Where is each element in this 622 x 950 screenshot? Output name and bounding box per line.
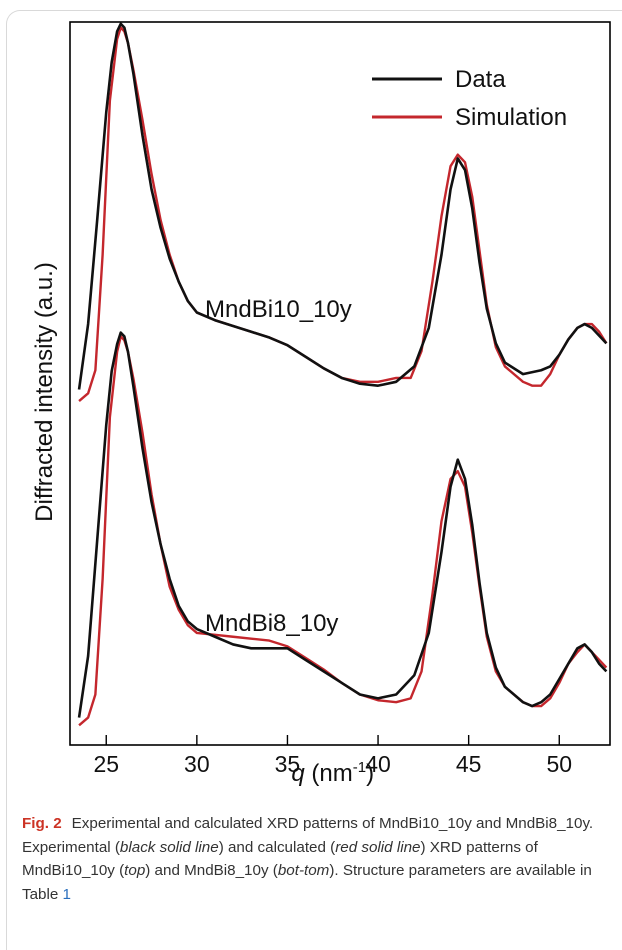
page-frame [6,10,622,950]
caption-text-5: ). Structure parameters are available in… [22,862,592,903]
x-tick-label-35: 35 [275,751,301,777]
caption-text-1: Experimental and calculated XRD patterns… [22,815,594,856]
panel-label-1: MndBi10_10y [205,296,352,323]
table-reference-link[interactable]: 1 [62,885,71,903]
legend-label-simulation: Simulation [455,104,567,131]
x-tick-label-30: 30 [184,751,210,777]
panel-label-2: MndBi8_10y [205,610,338,637]
caption-text-4: ) and MndBi8_10y ( [145,862,278,879]
x-tick-label-40: 40 [365,751,391,777]
figure-caption: Fig. 2 Experimental and calculated XRD pa… [22,812,616,906]
caption-emphasis-2: red solid line [335,838,421,856]
x-tick-label-50: 50 [546,751,572,777]
caption-emphasis-1: black solid line [119,838,219,856]
caption-emphasis-4: bot-tom [277,862,330,879]
x-tick-label-45: 45 [456,751,482,777]
caption-emphasis-3: top [124,862,146,879]
xrd-chart: 25 30 35 40 45 50 q (nm-1) Diffracted intensity… [31,21,611,787]
legend-label-data: Data [455,66,506,93]
caption-text-2: ) and calculated ( [218,838,336,856]
y-axis-label: Diffracted intensity (a.u.) [31,262,58,522]
figure-label: Fig. 2 [22,815,62,832]
x-tick-label-25: 25 [93,751,119,777]
caption-text-3: ) XRD patterns of MndBi10_10y ( [22,838,538,880]
data-line-1 [77,22,608,390]
plot-frame [69,21,611,746]
data-line-2 [77,331,608,718]
x-axis-label: q (nm-1) [291,759,374,787]
